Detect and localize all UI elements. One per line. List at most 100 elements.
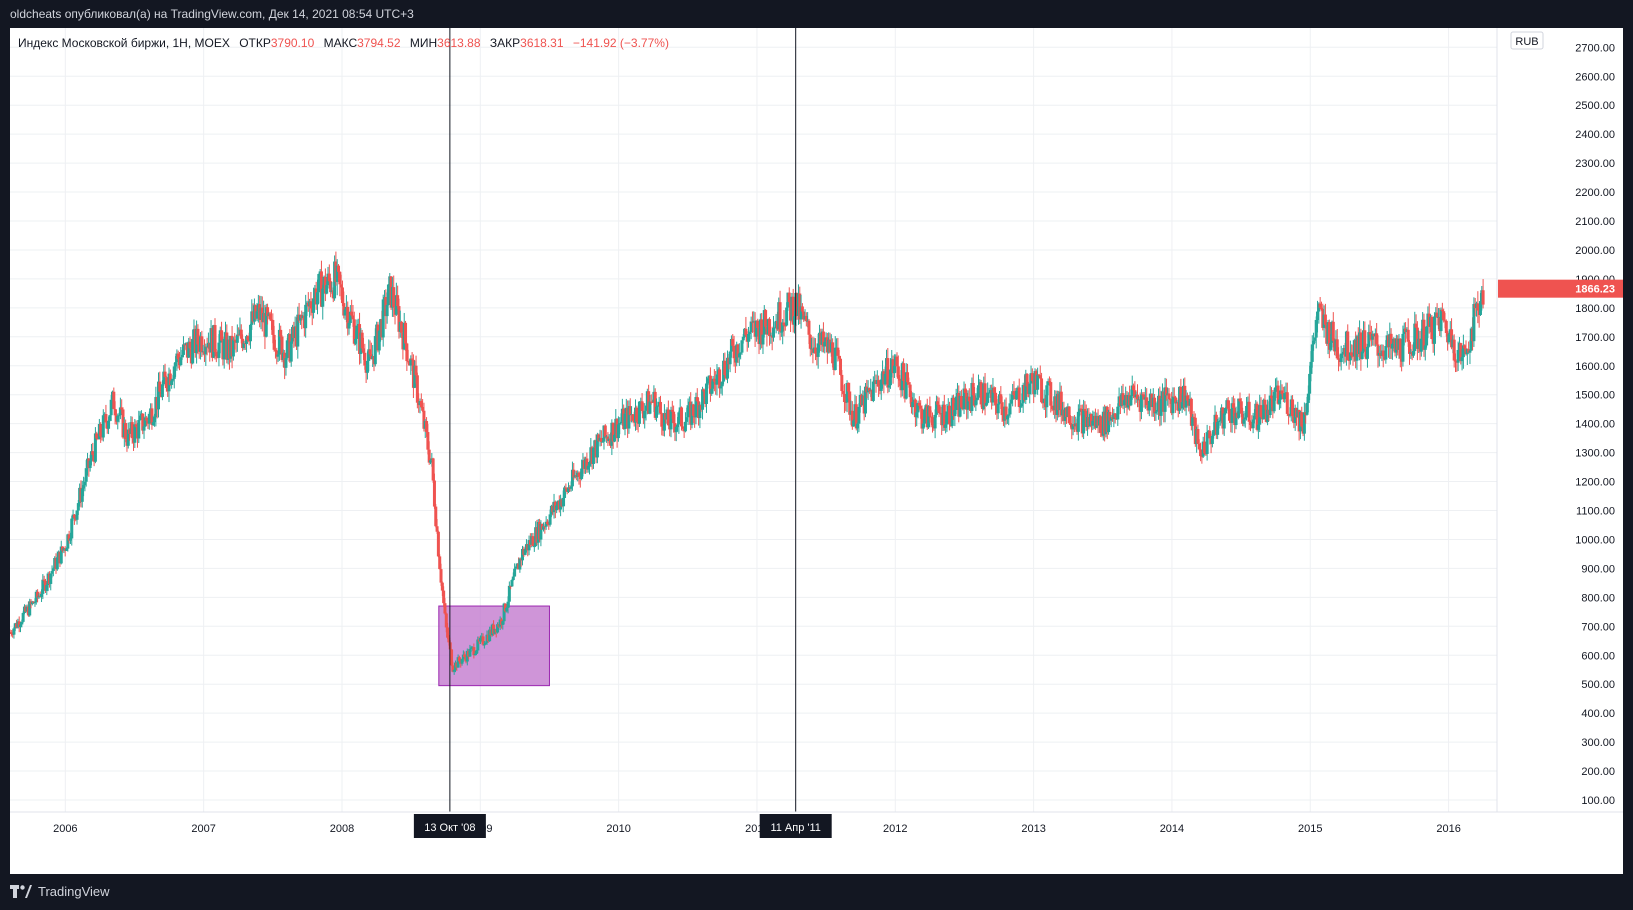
candle-body — [787, 292, 791, 302]
candle-body — [720, 381, 724, 387]
y-tick-label: 2300.00 — [1575, 158, 1615, 170]
candle-body — [1270, 395, 1274, 399]
candle-body — [623, 413, 627, 430]
candle-body — [507, 585, 511, 602]
candle-body — [877, 380, 881, 387]
low-label: МИН — [409, 36, 438, 50]
candle-body — [619, 421, 623, 424]
candle-body — [1212, 429, 1216, 436]
candle-body — [1306, 393, 1310, 403]
candle-body — [1019, 406, 1023, 408]
candle-body — [1203, 441, 1207, 454]
candle-body — [1046, 381, 1050, 386]
candle-body — [1472, 303, 1476, 342]
candle-body — [1155, 410, 1159, 412]
candle-body — [842, 393, 846, 403]
candle-body — [694, 397, 698, 418]
candle-body — [670, 409, 674, 412]
candle-body — [1360, 351, 1364, 360]
candle-body — [919, 405, 923, 409]
close-value: 3618.31 — [520, 36, 564, 50]
candle-body — [1273, 387, 1277, 392]
candle-body — [1363, 330, 1367, 349]
y-tick-label: 1600.00 — [1575, 361, 1615, 373]
candle-body — [510, 580, 514, 587]
candle-body — [962, 388, 966, 410]
candle-body — [116, 415, 120, 422]
candle-body — [176, 353, 180, 360]
candle-body — [1331, 321, 1335, 341]
candle-body — [1167, 393, 1171, 400]
price-chart[interactable]: 2700.00 2600.00 2500.00 2400.00 2300.00 2200.… — [10, 28, 1623, 874]
candle-body — [741, 336, 745, 341]
candle-body — [1130, 385, 1134, 397]
candle-body — [1415, 327, 1419, 349]
candle-body — [1376, 344, 1380, 356]
candle-body — [49, 573, 53, 584]
candle-body — [1172, 396, 1176, 398]
last-price-tag — [1498, 279, 1623, 298]
candle-body — [929, 416, 933, 418]
candle-body — [1283, 393, 1287, 400]
candle-body — [1180, 402, 1184, 409]
candle-body — [802, 311, 806, 320]
candle-body — [681, 426, 685, 429]
candle-body — [222, 338, 226, 360]
candle-body — [1045, 385, 1049, 408]
candle-body — [160, 384, 164, 397]
candle-body — [457, 657, 461, 662]
candle-body — [672, 411, 676, 424]
candle-body — [124, 423, 128, 440]
candle-body — [737, 353, 741, 358]
candle-body — [782, 322, 786, 326]
candle-body — [296, 314, 300, 347]
candle-body — [833, 347, 837, 371]
candle-body — [65, 548, 69, 551]
candle-body — [1245, 405, 1249, 418]
candle-body — [421, 407, 425, 411]
candle-body — [242, 343, 246, 349]
candle-body — [1171, 396, 1175, 414]
candle-body — [954, 396, 958, 410]
candle-body — [691, 404, 695, 416]
candle-body — [329, 281, 333, 293]
candle-body — [214, 352, 218, 357]
x-tick-label: 2013 — [1021, 823, 1045, 835]
candle-body — [669, 409, 673, 430]
y-tick-label: 2400.00 — [1575, 129, 1615, 141]
candle-body — [563, 487, 567, 498]
candle-body — [976, 385, 980, 398]
candle-body — [164, 377, 168, 389]
candle-body — [170, 380, 174, 385]
x-tick-label: 2010 — [606, 823, 630, 835]
candle-body — [1109, 417, 1113, 421]
chart-area[interactable]: Индекс Московской биржи, 1Н, MOEX ОТКР37… — [10, 28, 1623, 874]
candle-body — [1231, 403, 1235, 409]
candle-body — [572, 469, 576, 478]
candle-body — [505, 607, 509, 612]
candle-body — [191, 339, 195, 364]
candle-body — [472, 647, 476, 656]
candle-body — [325, 285, 329, 294]
candle-body — [41, 579, 45, 594]
candle-body — [555, 505, 559, 511]
candle-body — [1007, 414, 1011, 416]
candle-body — [927, 406, 931, 428]
candle-body — [1189, 398, 1193, 426]
candle-body — [36, 591, 40, 598]
candle-body — [1452, 339, 1456, 361]
candle-body — [1071, 424, 1075, 430]
y-tick-label: 800.00 — [1581, 592, 1615, 604]
candle-body — [1280, 390, 1284, 394]
candle-body — [75, 510, 79, 520]
candle-body — [595, 434, 599, 458]
candle-body — [360, 332, 364, 349]
candle-body — [662, 413, 666, 431]
tradingview-brand[interactable]: TradingView — [10, 884, 110, 899]
candle-body — [174, 362, 178, 367]
candle-body — [80, 488, 84, 502]
candle-body — [837, 355, 841, 359]
candle-body — [1346, 331, 1350, 360]
x-tick-label: 2008 — [330, 823, 354, 835]
candle-body — [836, 347, 840, 356]
